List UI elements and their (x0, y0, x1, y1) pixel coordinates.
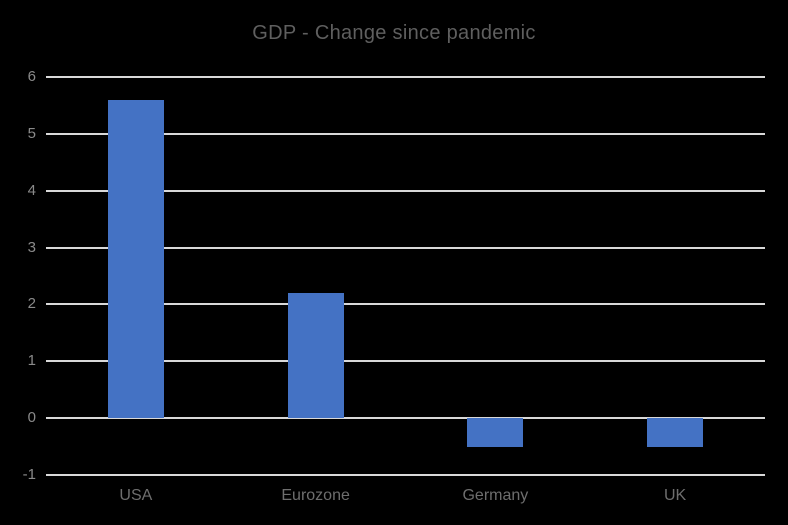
gridline-2 (46, 303, 765, 306)
gridline-4 (46, 189, 765, 192)
x-tick-label-germany: Germany (462, 487, 529, 504)
x-tick-label-eurozone: Eurozone (281, 487, 350, 504)
gridline-5 (46, 132, 765, 135)
y-tick-label-2: 2 (27, 295, 36, 313)
bar-uk (647, 418, 704, 447)
y-tick-label-4: 4 (27, 181, 36, 199)
gridline-6 (46, 76, 765, 78)
gridline-3 (46, 246, 765, 249)
plot-area (46, 76, 765, 476)
y-tick-label-3: 3 (27, 238, 36, 256)
y-tick-label-1: 1 (27, 352, 36, 370)
y-tick-label--1: -1 (22, 466, 36, 483)
bar-eurozone (287, 293, 344, 419)
x-tick-label-usa: USA (119, 487, 153, 504)
bar-usa (107, 99, 164, 419)
x-tick-label-uk: UK (664, 487, 687, 504)
gridline--1 (46, 474, 765, 476)
bar-germany (467, 418, 524, 447)
chart-title: GDP - Change since pandemic (252, 22, 536, 44)
gridline-1 (46, 360, 765, 363)
y-tick-label-0: 0 (27, 409, 36, 427)
y-tick-label-5: 5 (27, 124, 36, 142)
y-tick-label-6: 6 (27, 68, 36, 85)
gridline-0 (46, 417, 765, 420)
